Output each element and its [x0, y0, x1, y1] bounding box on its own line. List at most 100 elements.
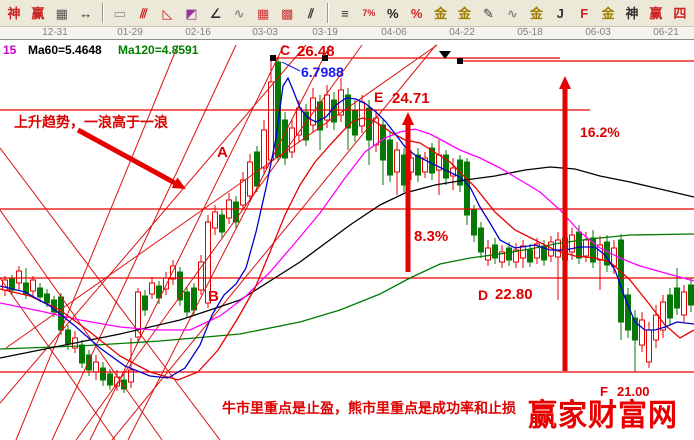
candle-down [282, 119, 288, 159]
ying-angle-icon[interactable]: 赢 [649, 5, 663, 21]
candle-up [296, 107, 302, 136]
candle-up [30, 279, 36, 292]
candle-up [247, 161, 253, 197]
selection-handle[interactable] [457, 58, 463, 64]
toolbar-separator [101, 3, 104, 23]
gann-box-icon[interactable]: ◺ [162, 5, 173, 21]
candle-down [429, 147, 435, 174]
candle-down [9, 278, 15, 291]
gold-circle-icon[interactable]: 金 [434, 5, 448, 21]
candle-down [387, 139, 393, 176]
trendline[interactable] [127, 44, 331, 440]
trendline[interactable] [75, 44, 363, 440]
ruler-123-icon[interactable]: ▦ [55, 5, 68, 21]
candle-up [639, 319, 645, 346]
candle-up [520, 245, 526, 259]
point-e-label: E [374, 89, 383, 105]
gann-fan-icon[interactable]: ⫻ [139, 5, 148, 21]
candle-up [198, 261, 204, 291]
scale-ruler-icon[interactable]: ≡ [341, 5, 349, 21]
percent-lines-icon[interactable]: % [410, 5, 423, 21]
trendline[interactable] [51, 44, 237, 440]
trend-note-arrow-head [171, 177, 186, 189]
gann-grid-box-icon[interactable]: ◩ [185, 5, 198, 21]
brush-icon[interactable]: ✎ [483, 5, 494, 21]
ma-magenta [0, 128, 694, 331]
trendline[interactable] [0, 277, 116, 440]
date-tick-03-19: 03-19 [312, 27, 338, 38]
shen-measure-icon[interactable]: 神 [7, 5, 21, 21]
chart-area[interactable]: 上升趋势，一浪高于一浪 C 26.48 6.7988 E 24.71 16.2% 8.3% D 2… [0, 40, 694, 440]
gold-lines-icon[interactable]: 金 [458, 5, 472, 21]
toolbar: 神赢 ▦ ↔ ▭ ⫻ ◺ ◩ ∠ ∿ ▦ ▩ ⫽ ≡ 7%%% 金金 ✎ ∿ 金 J F 金神赢四 [0, 0, 694, 27]
candle-down [121, 379, 127, 390]
f-angle-icon[interactable]: F [580, 5, 589, 21]
si-angle-icon[interactable]: 四 [673, 5, 687, 21]
grid-red-icon[interactable]: ▦ [257, 5, 270, 21]
candle-down [667, 294, 673, 319]
candle-down [415, 154, 421, 176]
candle-down [156, 285, 162, 299]
candle-up [646, 329, 652, 363]
shen-angle-icon[interactable]: 神 [625, 5, 639, 21]
percent-icon[interactable]: % [387, 5, 399, 21]
zigzag-wave-icon[interactable]: ∿ [233, 5, 245, 21]
candle-down [478, 227, 484, 253]
level-e-value: 24.71 [392, 90, 430, 107]
candle-down [443, 154, 449, 179]
j-angle-icon[interactable]: J [556, 5, 564, 21]
ying-measure-icon[interactable]: 赢 [31, 5, 45, 21]
candle-down [527, 249, 533, 263]
trendline[interactable] [0, 44, 307, 404]
candle-up [128, 369, 134, 383]
candle-up [569, 234, 575, 253]
candle-up [324, 94, 330, 121]
width-measure-icon[interactable]: ↔ [79, 5, 93, 21]
trendline[interactable] [15, 44, 179, 440]
candle-up [485, 247, 491, 261]
selection-handle[interactable] [322, 55, 328, 61]
candle-down [352, 109, 358, 136]
date-tick-05-18: 05-18 [517, 27, 543, 38]
trendline[interactable] [0, 147, 221, 440]
ma-red [0, 117, 694, 381]
candle-up [499, 251, 505, 263]
percent-7-icon[interactable]: 7% [362, 7, 376, 18]
candle-up [534, 243, 540, 259]
candle-up [660, 301, 666, 331]
candle-up [394, 149, 400, 173]
gold-icon[interactable]: 金 [529, 5, 543, 21]
line-marker-triangle[interactable] [439, 51, 451, 59]
trendline[interactable] [5, 44, 438, 349]
date-tick-06-21: 06-21 [653, 27, 679, 38]
trend-lines-icon[interactable]: ∠ [209, 5, 222, 21]
candle-down [471, 209, 477, 236]
rect-select-icon[interactable]: ▭ [113, 5, 126, 21]
parallel-lines-icon[interactable]: ⫽ [308, 5, 314, 21]
candle-down [317, 101, 323, 131]
trendline[interactable] [89, 44, 285, 440]
candle-down [576, 231, 582, 259]
gold-angle-icon[interactable]: 金 [601, 5, 615, 21]
candle-up [205, 221, 211, 304]
candle-up [289, 127, 295, 153]
grid-axes-icon[interactable]: ▩ [280, 5, 294, 21]
candle-down [380, 124, 386, 161]
candle-down [44, 293, 50, 304]
candle-down [590, 237, 596, 263]
selection-handle[interactable] [270, 55, 276, 61]
wave-marker-icon[interactable]: ∿ [506, 5, 518, 21]
candle-up [261, 129, 267, 169]
date-tick-02-16: 02-16 [185, 27, 211, 38]
slogan-text: 牛市里重点是止盈，熊市里重点是成功率和止损 [222, 400, 516, 416]
candle-up [268, 81, 274, 161]
date-tick-03-03: 03-03 [252, 27, 278, 38]
up-arrow-right-head [559, 76, 571, 89]
candle-down [688, 284, 694, 306]
point-a-label: A [217, 144, 228, 161]
candle-up [135, 291, 141, 338]
candle-down [492, 244, 498, 259]
date-tick-12-31: 12-31 [42, 27, 68, 38]
